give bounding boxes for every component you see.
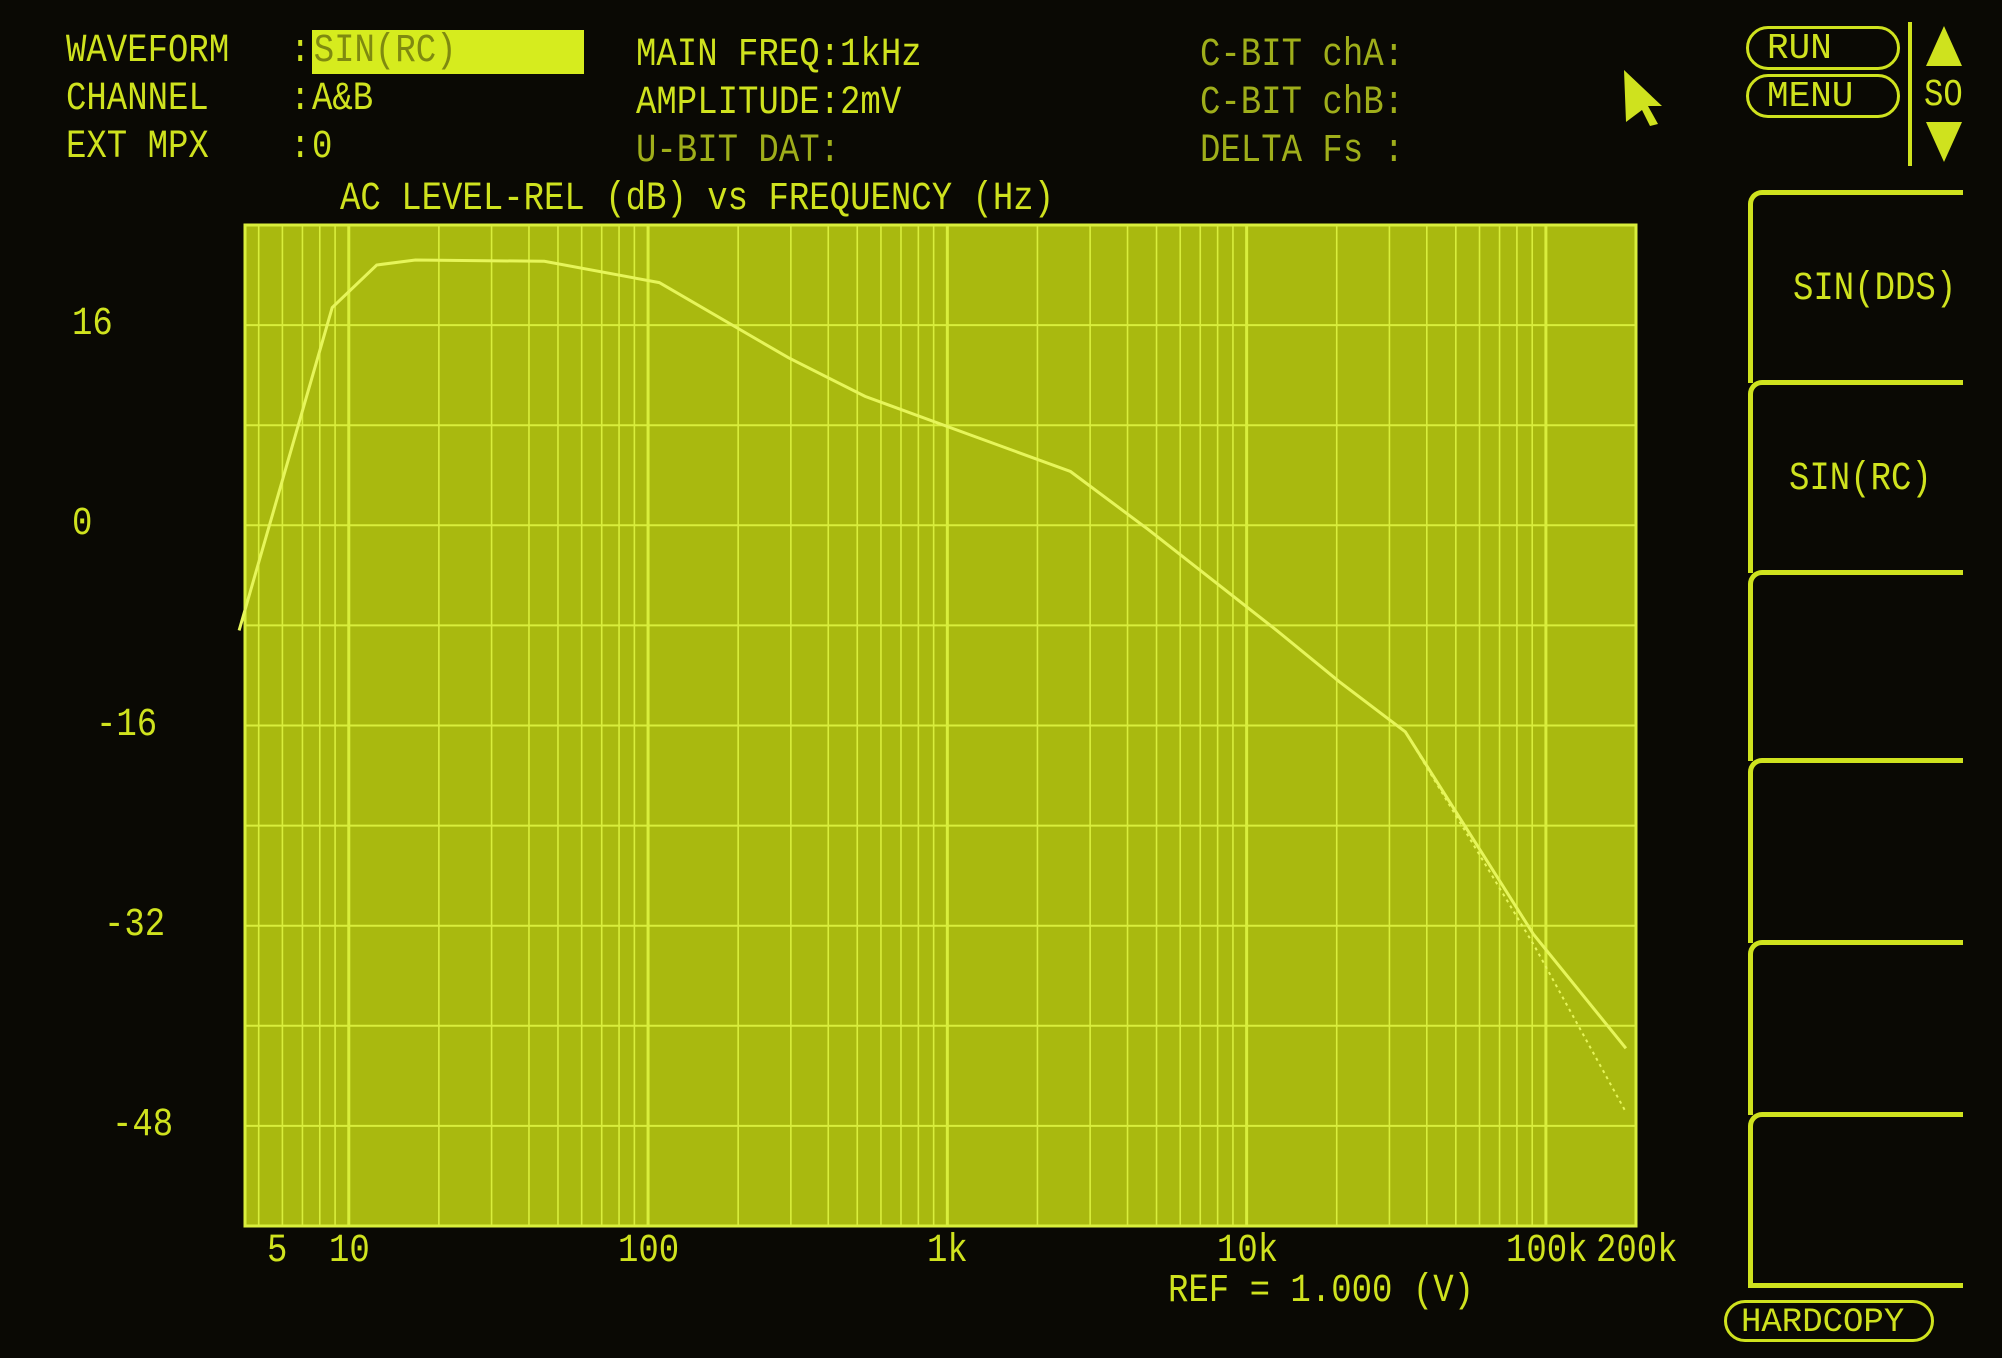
menu-button[interactable]: MENU (1746, 74, 1900, 118)
channel-colon: : (290, 77, 311, 122)
grid (245, 225, 1637, 1226)
x-tick-label: 10 (328, 1229, 370, 1274)
u-bit-dat: U-BIT DAT: (636, 129, 841, 174)
waveform-colon: : (290, 29, 311, 74)
channel-value[interactable]: A&B (312, 77, 374, 122)
softkey-2-label: SIN(RC) (1789, 457, 1932, 502)
ext-mpx-value[interactable]: 0 (312, 125, 333, 170)
scroll-label: SO (1924, 74, 1963, 117)
chart-title: AC LEVEL-REL (dB) vs FREQUENCY (Hz) (340, 177, 1055, 222)
y-tick-label: 16 (72, 302, 113, 348)
softkey-6[interactable] (1748, 1112, 1963, 1288)
x-tick-label: 1k (927, 1229, 969, 1274)
x-tick-label: 100 (618, 1229, 680, 1274)
x-tick-label: 100k (1505, 1229, 1588, 1274)
x-tick-label: 10k (1216, 1229, 1278, 1274)
curves (237, 258, 1628, 1113)
amplitude: AMPLITUDE:2mV (636, 81, 902, 126)
y-tick-label: -16 (96, 702, 158, 748)
run-button[interactable]: RUN (1746, 26, 1900, 70)
hardcopy-button[interactable]: HARDCOPY (1724, 1300, 1934, 1342)
softkey-5[interactable] (1748, 940, 1963, 1115)
c-bit-cha: C-BIT chA: (1200, 33, 1405, 78)
softkey-1[interactable]: SIN(DDS) (1748, 190, 1963, 383)
softkey-3[interactable] (1748, 570, 1963, 761)
x-tick-label: 200k (1596, 1229, 1678, 1274)
scroll-down-icon[interactable] (1924, 120, 1964, 164)
channel-label: CHANNEL (66, 77, 209, 122)
x-tick-label: 5 (266, 1229, 288, 1274)
c-bit-chb: C-BIT chB: (1200, 81, 1405, 126)
ext-mpx-label: EXT MPX (66, 125, 209, 170)
y-tick-label: 0 (72, 502, 93, 548)
delta-fs: DELTA Fs : (1200, 129, 1405, 174)
softkey-2[interactable]: SIN(RC) (1748, 380, 1963, 573)
waveform-label: WAVEFORM (66, 29, 230, 74)
softkey-1-label: SIN(DDS) (1793, 267, 1957, 312)
scroll-up-icon[interactable] (1924, 24, 1964, 68)
y-tick-label: -48 (112, 1102, 174, 1148)
divider (1908, 22, 1912, 166)
softkey-4[interactable] (1748, 758, 1963, 943)
ext-mpx-colon: : (290, 125, 311, 170)
ref-level: REF = 1.000 (V) (1168, 1269, 1475, 1314)
waveform-value[interactable]: SIN(RC) (312, 30, 585, 74)
response-curve-1 (237, 258, 1628, 1050)
cursor-arrow-icon (1624, 70, 1662, 126)
main-freq: MAIN FREQ:1kHz (636, 33, 922, 78)
y-tick-label: -32 (104, 902, 166, 948)
